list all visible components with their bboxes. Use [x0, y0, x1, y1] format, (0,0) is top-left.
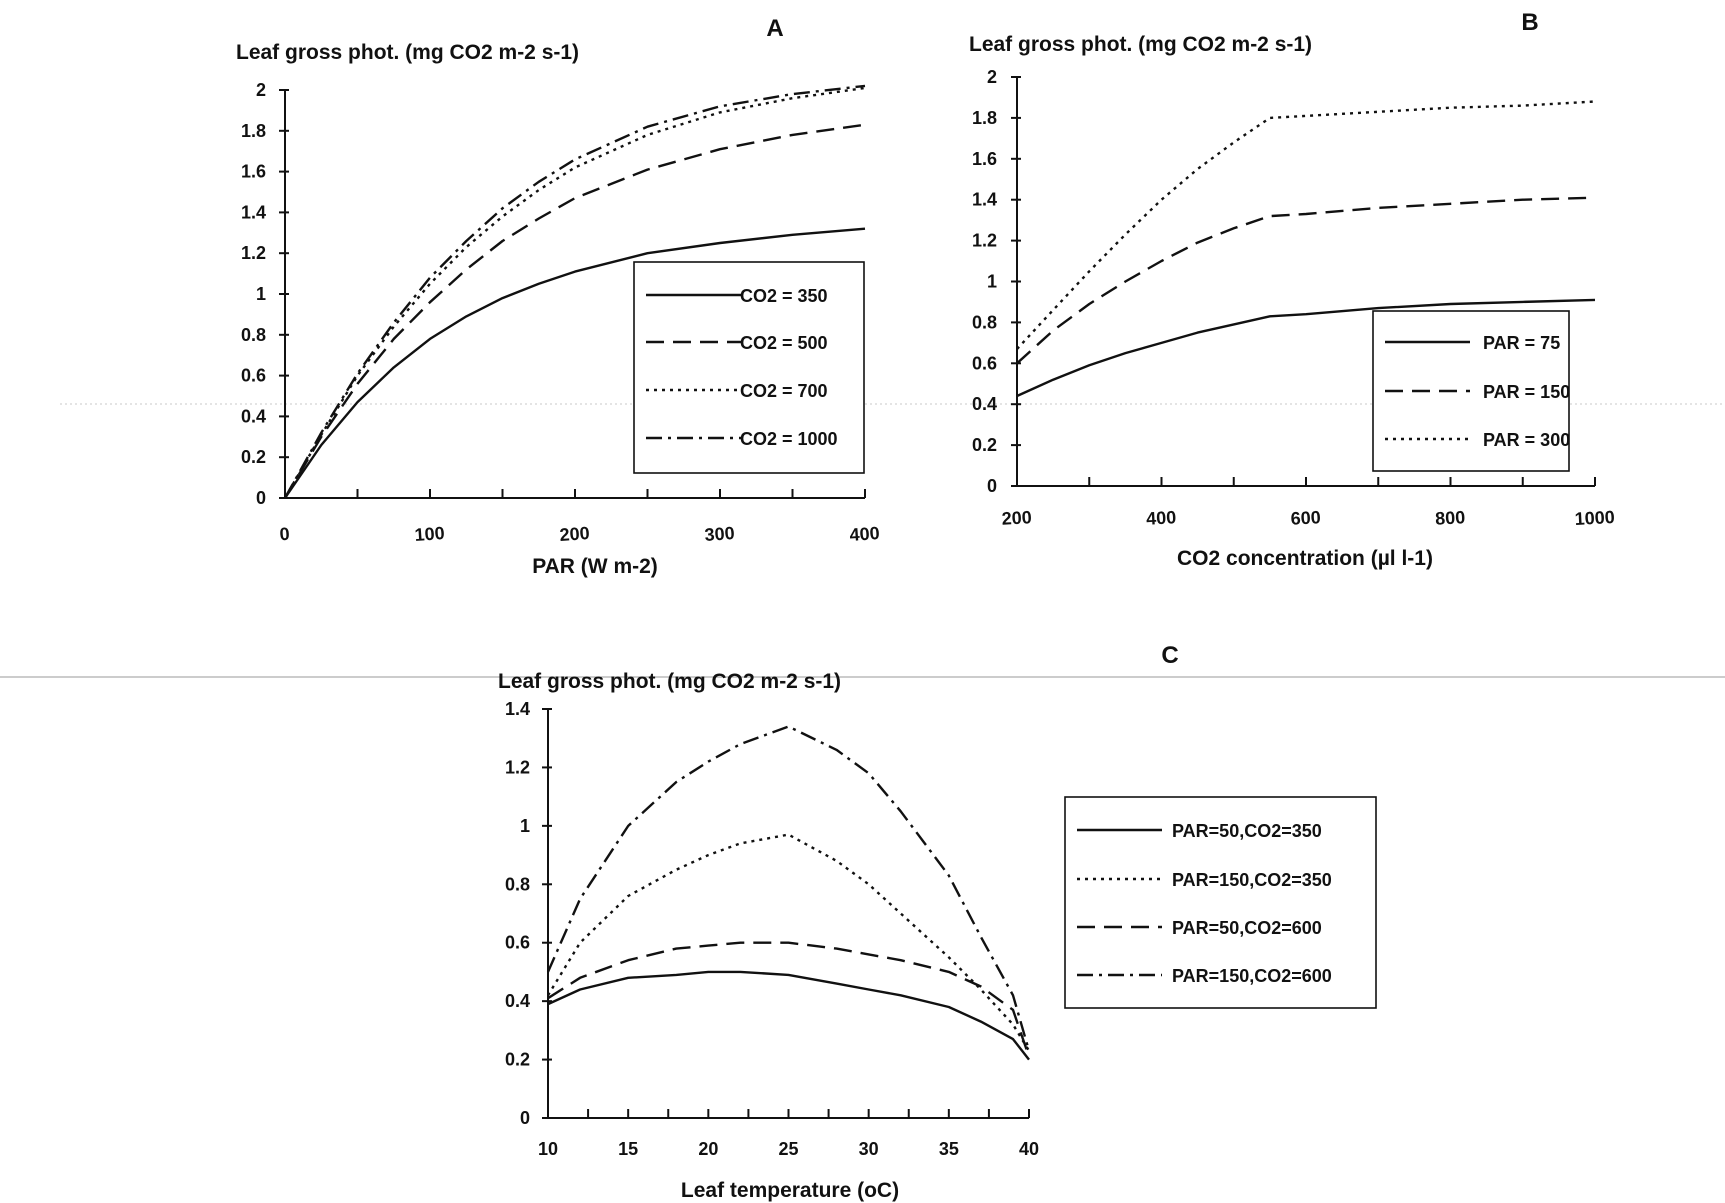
legend-box — [1372, 310, 1570, 472]
series-line-solid — [1016, 298, 1596, 398]
y-tick-label: 0.4 — [505, 991, 530, 1011]
y-tick-label: 2 — [987, 67, 997, 87]
x-tick-label: 25 — [778, 1139, 798, 1159]
x-axis-label: Leaf temperature (oC) — [681, 1179, 899, 1202]
y-tick-label: 1 — [256, 284, 266, 304]
y-tick-label: 1.4 — [505, 699, 530, 719]
x-tick-label: 40 — [1019, 1139, 1039, 1159]
series-line-dashed — [547, 941, 1031, 1058]
x-tick-label: 600 — [1290, 507, 1321, 529]
y-tick-label: 0.4 — [972, 394, 997, 414]
series-line-solid — [547, 970, 1030, 1061]
y-tick-label: 1 — [987, 272, 997, 292]
y-axis-label: Leaf gross phot. (mg CO2 m-2 s-1) — [969, 33, 1312, 56]
x-tick-label: 800 — [1435, 507, 1466, 529]
y-tick-label: 0.8 — [241, 325, 266, 345]
panel-a: A Leaf gross phot. (mg CO2 m-2 s-1) PAR (W… — [236, 15, 880, 578]
y-tick-label: 0.6 — [972, 353, 997, 373]
legend-entry: CO2 = 700 — [740, 381, 828, 401]
x-tick-label: 400 — [849, 523, 880, 545]
x-tick-label: 300 — [704, 523, 735, 545]
x-axis-label: CO2 concentration (µl l-1) — [1177, 547, 1433, 570]
y-tick-label: 1.8 — [241, 121, 266, 141]
legend-entry: PAR = 300 — [1483, 430, 1570, 450]
y-tick-label: 1 — [520, 816, 530, 836]
y-tick-label: 0 — [987, 476, 997, 496]
y-tick-label: 1.6 — [972, 149, 997, 169]
panel-c: C Leaf gross phot. (mg CO2 m-2 s-1) Leaf t… — [498, 642, 1377, 1202]
legend-entry: PAR=50,CO2=600 — [1172, 918, 1322, 938]
y-tick-label: 1.8 — [972, 108, 997, 128]
x-tick-label: 200 — [559, 523, 590, 545]
y-tick-label: 0.2 — [972, 435, 997, 455]
series-line-dotted — [546, 833, 1031, 1052]
legend-entry: PAR = 75 — [1483, 333, 1560, 353]
legend-entry: CO2 = 350 — [740, 286, 828, 306]
series-line-dashdot — [283, 84, 866, 499]
x-tick-label: 15 — [618, 1139, 638, 1159]
legend-entry: PAR = 150 — [1483, 382, 1570, 402]
series-line-dotted — [283, 86, 866, 499]
legend-entry: CO2 = 500 — [740, 333, 828, 353]
series-line-dashed — [1016, 196, 1596, 365]
y-tick-label: 0.2 — [241, 447, 266, 467]
y-tick-label: 1.4 — [241, 202, 266, 222]
legend-entry: PAR=50,CO2=350 — [1172, 821, 1322, 841]
legend-box — [1064, 796, 1377, 1009]
panel-letter: C — [1161, 642, 1178, 669]
legend-entry: PAR=150,CO2=600 — [1172, 966, 1332, 986]
series-line-solid — [284, 227, 866, 499]
x-tick-label: 30 — [859, 1139, 879, 1159]
y-tick-label: 0.6 — [241, 366, 266, 386]
y-tick-label: 1.6 — [241, 162, 266, 182]
y-tick-label: 2 — [256, 80, 266, 100]
legend-entry: CO2 = 1000 — [740, 429, 838, 449]
legend-entry: PAR=150,CO2=350 — [1172, 870, 1332, 890]
y-tick-label: 0.8 — [505, 874, 530, 894]
panel-b: B Leaf gross phot. (mg CO2 m-2 s-1) CO2 co… — [969, 9, 1615, 570]
y-tick-label: 1.2 — [972, 231, 997, 251]
x-tick-label: 20 — [698, 1139, 718, 1159]
y-axis-label: Leaf gross phot. (mg CO2 m-2 s-1) — [498, 670, 841, 693]
x-tick-label: 200 — [1001, 507, 1032, 529]
y-tick-label: 0 — [520, 1108, 530, 1128]
x-tick-label: 0 — [279, 524, 290, 545]
y-tick-label: 0.2 — [505, 1050, 530, 1070]
x-tick-label: 35 — [939, 1139, 959, 1159]
legend-box — [633, 261, 865, 474]
panel-letter: A — [766, 15, 783, 42]
y-tick-label: 1.4 — [972, 190, 997, 210]
y-axis-label: Leaf gross phot. (mg CO2 m-2 s-1) — [236, 41, 579, 64]
x-tick-label: 100 — [414, 523, 445, 545]
y-tick-label: 1.2 — [505, 757, 530, 777]
series-line-dashed — [283, 123, 866, 499]
y-tick-label: 1.2 — [241, 243, 266, 263]
series-line-dotted — [1016, 100, 1596, 350]
y-tick-label: 0 — [256, 488, 266, 508]
x-tick-label: 1000 — [1574, 507, 1615, 529]
y-tick-label: 0.8 — [972, 312, 997, 332]
panel-letter: B — [1521, 9, 1538, 36]
series-line-dashdot — [546, 725, 1031, 1052]
x-tick-label: 400 — [1146, 507, 1177, 529]
x-tick-label: 10 — [538, 1139, 558, 1159]
x-axis-label: PAR (W m-2) — [532, 555, 658, 578]
y-tick-label: 0.6 — [505, 933, 530, 953]
y-tick-label: 0.4 — [241, 406, 266, 426]
